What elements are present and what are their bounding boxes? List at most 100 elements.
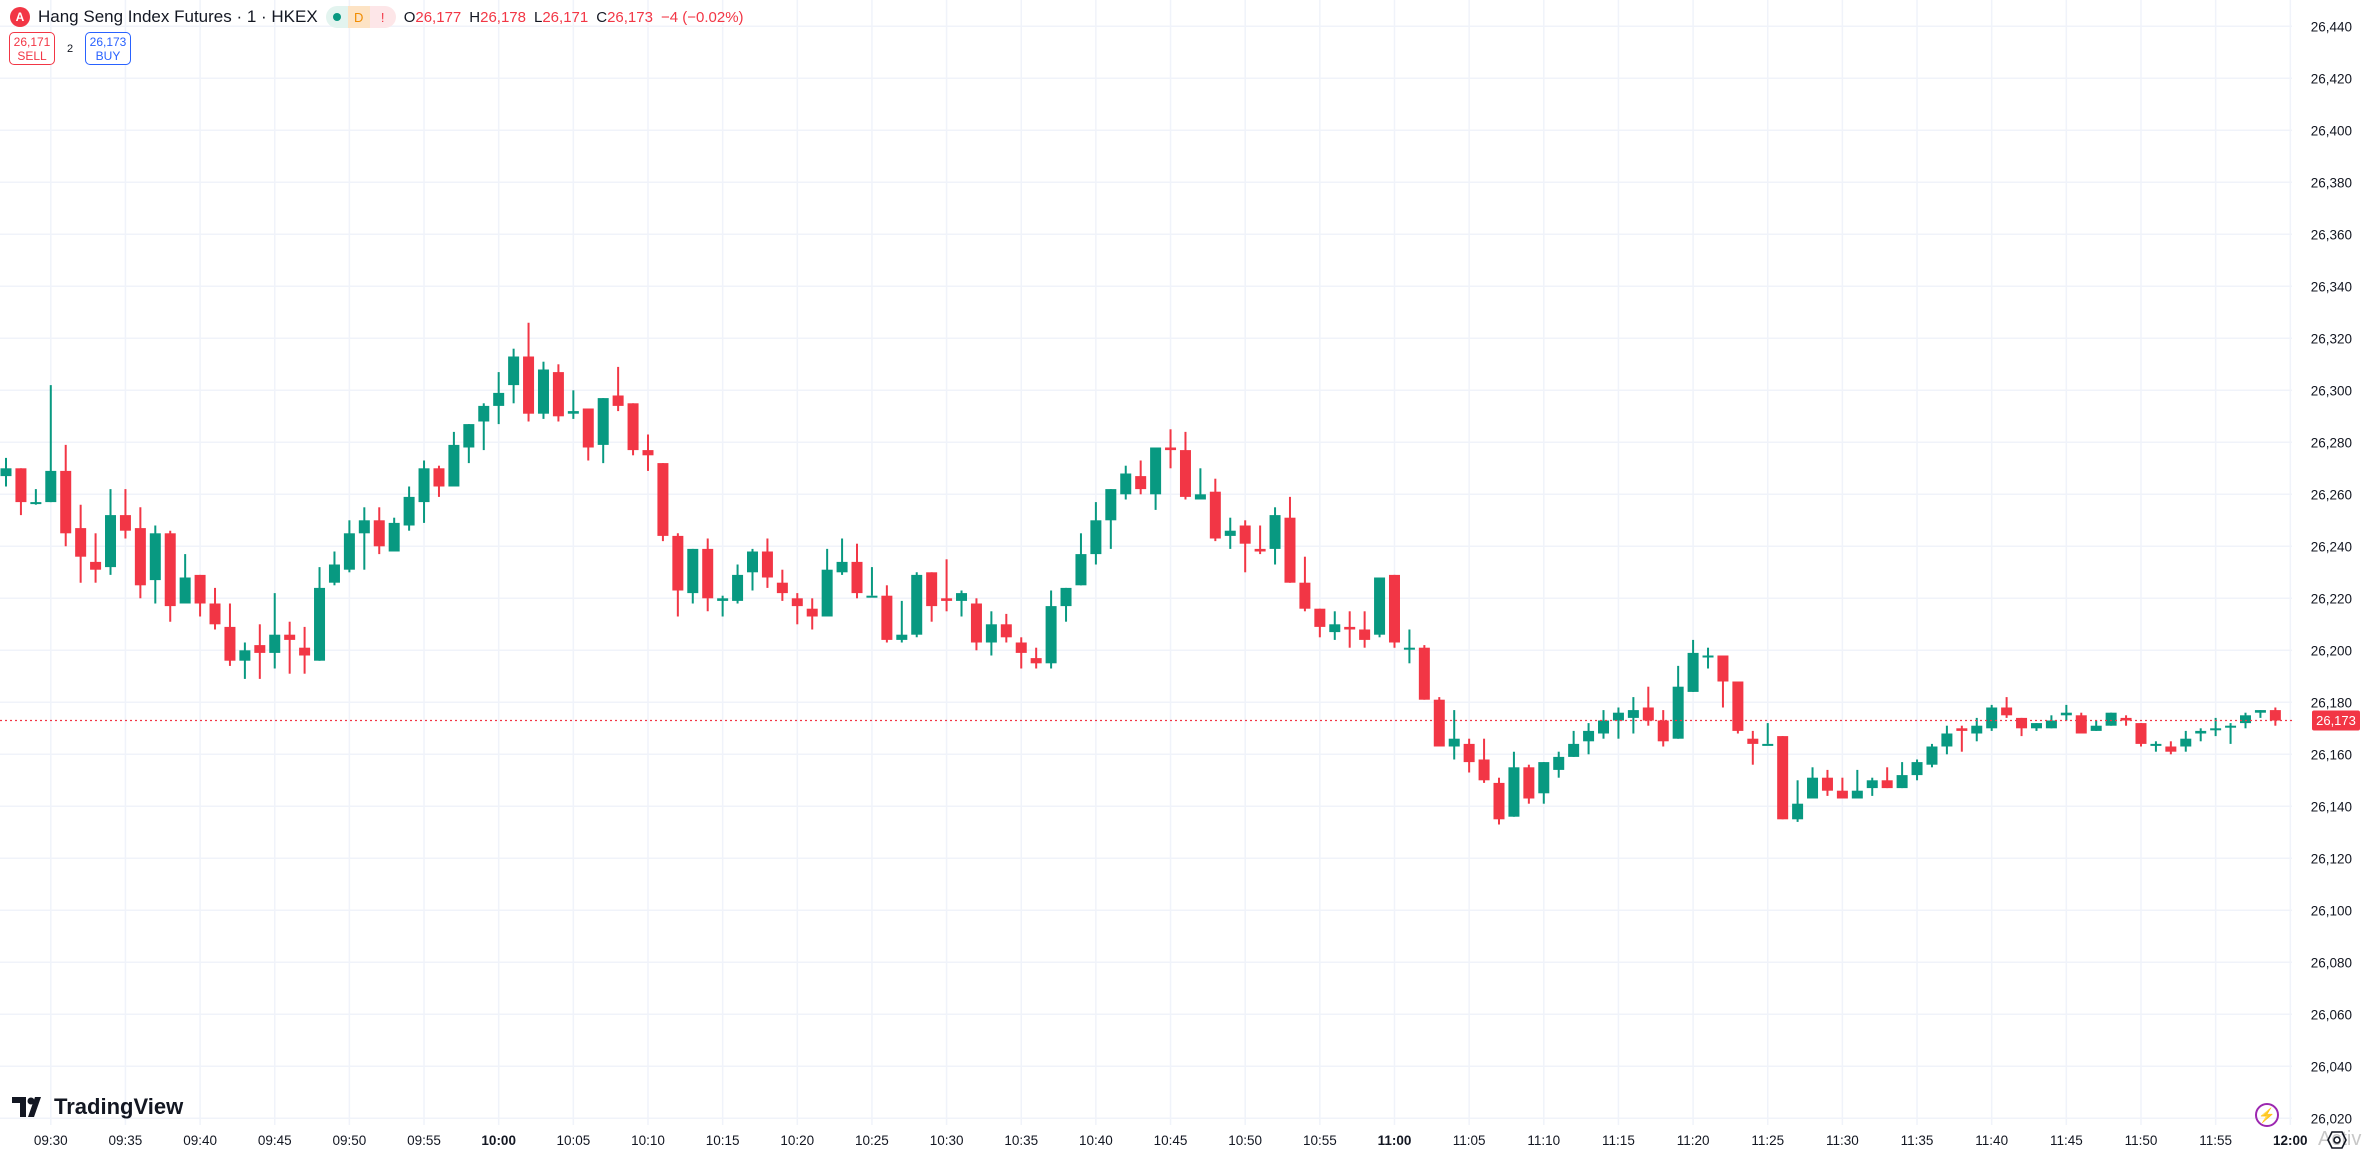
candle[interactable] bbox=[194, 574, 206, 617]
candle[interactable] bbox=[224, 603, 236, 666]
candle[interactable] bbox=[1000, 613, 1012, 643]
time-axis[interactable]: 09:30 09:35 09:40 09:45 09:50 09:55 10:00 10:05… bbox=[34, 1133, 2308, 1148]
candle[interactable] bbox=[2150, 741, 2162, 752]
candle[interactable] bbox=[1941, 725, 1953, 755]
candle[interactable] bbox=[1657, 710, 1669, 747]
candle[interactable] bbox=[985, 611, 997, 656]
sell-button[interactable]: 26,171 SELL bbox=[9, 32, 55, 65]
candle[interactable] bbox=[2030, 723, 2042, 731]
candle[interactable] bbox=[1269, 507, 1281, 565]
candle[interactable] bbox=[552, 364, 564, 422]
candle[interactable] bbox=[1627, 697, 1639, 734]
candle[interactable] bbox=[1463, 738, 1475, 773]
candle[interactable] bbox=[1553, 751, 1565, 778]
candle[interactable] bbox=[627, 403, 639, 456]
candle[interactable] bbox=[1329, 611, 1341, 640]
candle[interactable] bbox=[1568, 730, 1580, 757]
candle[interactable] bbox=[1807, 767, 1819, 799]
candle[interactable] bbox=[1866, 777, 1878, 796]
candle[interactable] bbox=[1090, 502, 1102, 565]
candle[interactable] bbox=[1732, 681, 1744, 734]
candle[interactable] bbox=[732, 564, 744, 604]
candle[interactable] bbox=[747, 548, 758, 591]
candle[interactable] bbox=[911, 572, 923, 638]
candle[interactable] bbox=[941, 559, 953, 612]
candle[interactable] bbox=[1030, 647, 1042, 669]
candle[interactable] bbox=[314, 567, 326, 661]
candle[interactable] bbox=[269, 593, 281, 669]
candle[interactable] bbox=[1478, 738, 1490, 783]
candle[interactable] bbox=[2045, 715, 2057, 729]
candle[interactable] bbox=[597, 398, 609, 464]
tradingview-logo[interactable]: TradingView bbox=[12, 1094, 183, 1120]
candle[interactable] bbox=[1971, 717, 1983, 742]
candle[interactable] bbox=[567, 390, 579, 419]
candle[interactable] bbox=[418, 460, 430, 523]
candle[interactable] bbox=[1179, 431, 1191, 500]
candle[interactable] bbox=[1687, 639, 1699, 692]
candle[interactable] bbox=[1403, 629, 1415, 664]
candle[interactable] bbox=[1209, 478, 1221, 542]
candle[interactable] bbox=[956, 590, 968, 617]
candle[interactable] bbox=[1642, 686, 1654, 726]
candle[interactable] bbox=[1418, 645, 1430, 700]
candle[interactable] bbox=[328, 551, 340, 586]
candle[interactable] bbox=[358, 507, 370, 570]
candle[interactable] bbox=[164, 530, 176, 622]
candle[interactable] bbox=[1926, 743, 1938, 768]
candle[interactable] bbox=[1224, 517, 1236, 549]
candle[interactable] bbox=[1851, 769, 1863, 799]
candle[interactable] bbox=[1239, 520, 1251, 573]
candle[interactable] bbox=[2001, 697, 2013, 718]
candle[interactable] bbox=[717, 595, 729, 617]
candle[interactable] bbox=[806, 598, 818, 630]
candle[interactable] bbox=[1821, 769, 1833, 796]
candle[interactable] bbox=[0, 457, 12, 487]
candle[interactable] bbox=[30, 489, 42, 505]
candle[interactable] bbox=[2165, 741, 2177, 755]
candle[interactable] bbox=[2075, 712, 2087, 734]
candle[interactable] bbox=[119, 489, 131, 539]
candle[interactable] bbox=[75, 504, 87, 583]
candle[interactable] bbox=[209, 587, 221, 630]
candle[interactable] bbox=[1374, 577, 1386, 638]
candle[interactable] bbox=[2135, 723, 2147, 747]
lightning-icon[interactable]: ⚡ bbox=[2255, 1103, 2279, 1127]
candle[interactable] bbox=[821, 548, 833, 617]
candle[interactable] bbox=[1702, 647, 1714, 669]
candle[interactable] bbox=[1493, 777, 1505, 825]
candle[interactable] bbox=[1911, 759, 1923, 781]
candle[interactable] bbox=[1672, 665, 1684, 739]
candle[interactable] bbox=[1120, 465, 1132, 500]
candle[interactable] bbox=[478, 403, 490, 451]
candle[interactable] bbox=[1598, 710, 1610, 739]
candle[interactable] bbox=[1314, 608, 1326, 638]
candle[interactable] bbox=[896, 600, 908, 643]
candle[interactable] bbox=[1105, 489, 1117, 549]
candle[interactable] bbox=[672, 533, 684, 617]
candle[interactable] bbox=[1612, 707, 1624, 739]
candle[interactable] bbox=[1433, 697, 1445, 747]
candle[interactable] bbox=[2090, 720, 2102, 731]
candle[interactable] bbox=[1299, 556, 1311, 612]
candle[interactable] bbox=[612, 366, 624, 412]
candle[interactable] bbox=[1836, 777, 1848, 799]
candle[interactable] bbox=[761, 538, 773, 588]
candle[interactable] bbox=[1792, 780, 1804, 822]
candle[interactable] bbox=[373, 507, 385, 555]
settings-icon[interactable] bbox=[2327, 1130, 2347, 1150]
buy-button[interactable]: 26,173 BUY bbox=[85, 32, 131, 65]
candle[interactable] bbox=[254, 624, 266, 679]
price-axis[interactable]: 26,020 26,040 26,060 26,080 26,100 26,120 26,1… bbox=[2311, 19, 2352, 1126]
candle[interactable] bbox=[299, 626, 311, 674]
candle[interactable] bbox=[926, 572, 938, 622]
candle[interactable] bbox=[702, 538, 714, 612]
candle[interactable] bbox=[1448, 710, 1460, 760]
candle[interactable] bbox=[1583, 723, 1595, 755]
candle[interactable] bbox=[149, 525, 161, 604]
candle[interactable] bbox=[776, 569, 788, 601]
candle[interactable] bbox=[2254, 710, 2266, 718]
candle[interactable] bbox=[1762, 723, 1774, 746]
candle[interactable] bbox=[2180, 730, 2192, 752]
